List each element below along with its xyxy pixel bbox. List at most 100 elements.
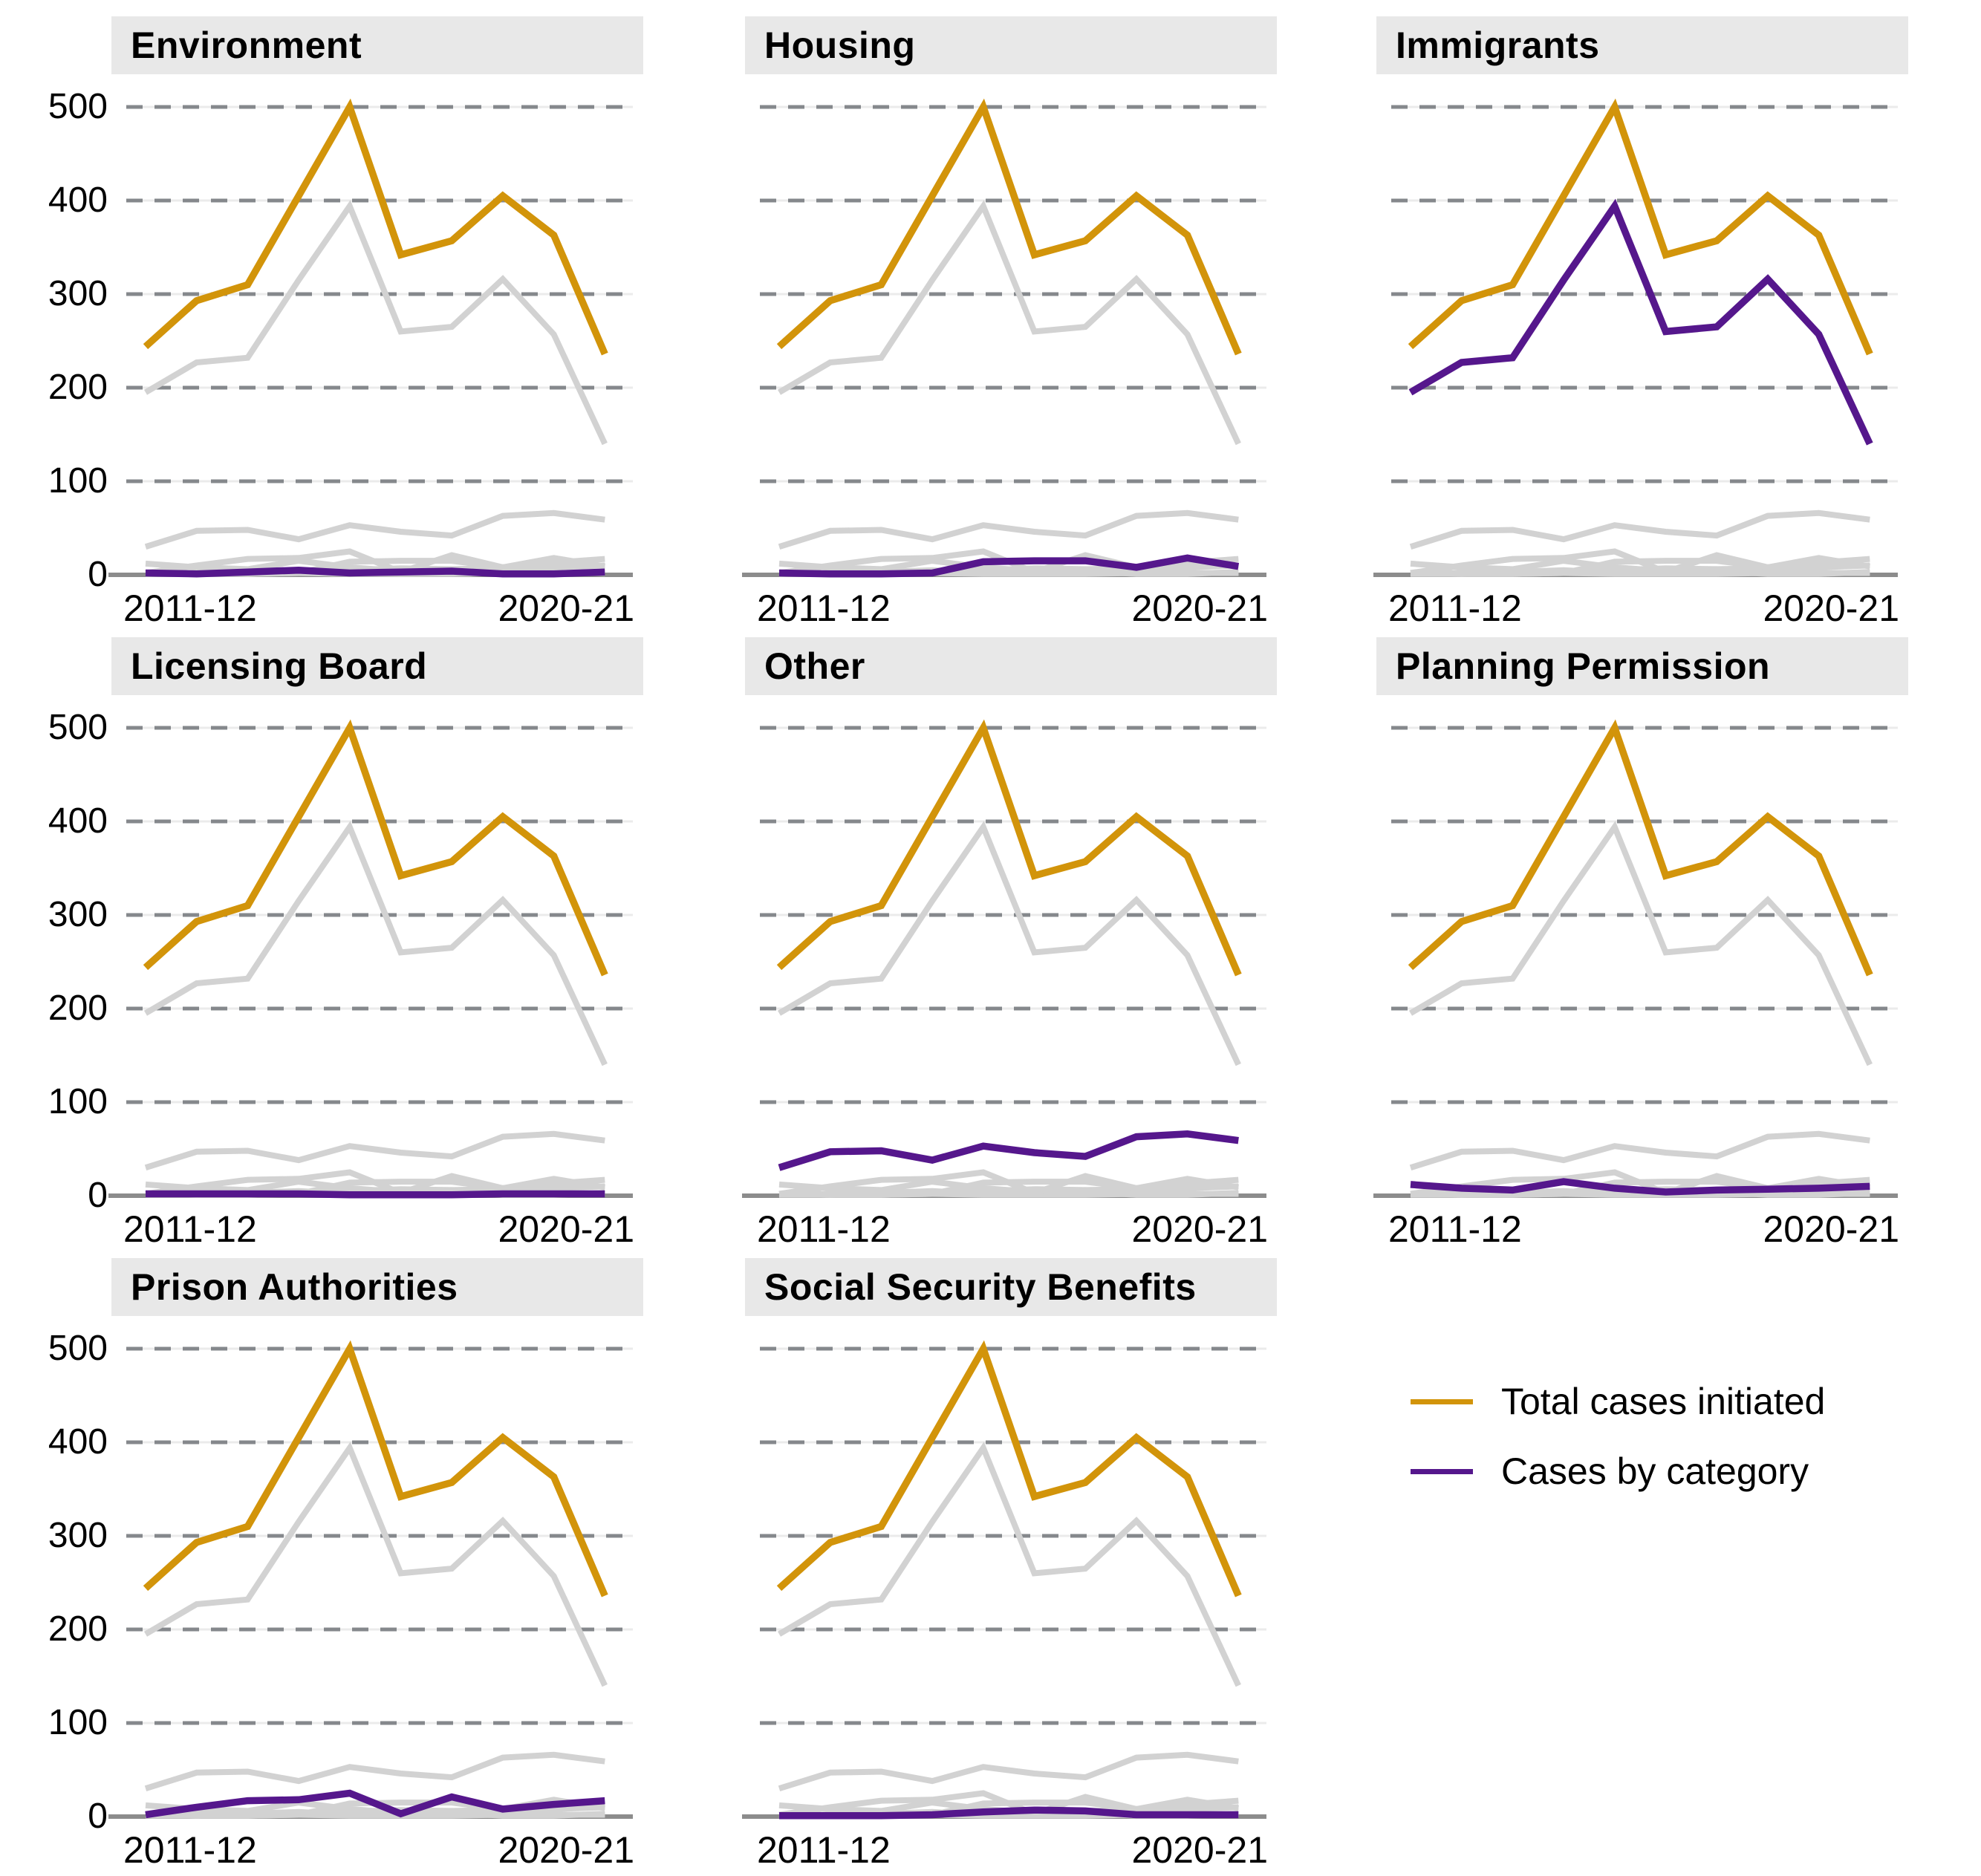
facet-title-bar: Housing <box>745 16 1277 74</box>
background-line-other <box>778 509 1239 550</box>
facet-title: Housing <box>764 25 916 66</box>
plot-svg-other: 2011-12 2020-21 <box>742 719 1269 1250</box>
x-axis-label-end: 2020-21 <box>498 1829 635 1871</box>
y-axis-tick-label: 300 <box>48 1516 108 1555</box>
x-axis-label-end: 2020-21 <box>1132 587 1269 629</box>
y-axis-tick-label: 400 <box>48 180 108 220</box>
x-axis-label-start: 2011-12 <box>757 1208 891 1250</box>
background-line-other <box>778 1751 1239 1792</box>
y-axis-tick-label: 0 <box>88 555 108 594</box>
category-line-licensing-board <box>146 1190 605 1199</box>
facet-title: Immigrants <box>1396 25 1600 66</box>
background-line-other <box>144 509 605 550</box>
facet-title-bar: Prison Authorities <box>111 1258 643 1316</box>
background-line-other <box>1409 1130 1870 1171</box>
legend-line-swatch-category <box>1411 1468 1473 1474</box>
background-line-social-security-benefits <box>779 1186 1239 1198</box>
background-line-immigrants <box>777 200 1241 446</box>
y-axis-tick-label: 500 <box>48 87 108 126</box>
x-axis-label-end: 2020-21 <box>1132 1829 1269 1871</box>
background-line-prison-authorities <box>778 1169 1239 1197</box>
background-line-social-security-benefits <box>146 1807 605 1819</box>
total-cases-line <box>776 719 1242 977</box>
total-cases-line <box>776 1340 1242 1597</box>
plot-svg-planning-permission: 2011-12 2020-21 <box>1373 719 1900 1250</box>
x-axis-label-start: 2011-12 <box>1388 587 1522 629</box>
legend: Total cases initiated Cases by category <box>1411 1380 1825 1493</box>
y-axis-tick-label: 500 <box>48 708 108 747</box>
background-line-prison-authorities <box>1410 548 1870 576</box>
background-line-other <box>1409 509 1870 550</box>
background-line-prison-authorities <box>778 1790 1239 1818</box>
y-axis-tick-label: 0 <box>88 1176 108 1215</box>
y-axis-tick-label: 100 <box>48 1082 108 1121</box>
x-axis-label-start: 2011-12 <box>123 1829 257 1871</box>
legend-label-total: Total cases initiated <box>1501 1381 1826 1422</box>
y-axis-tick-label: 400 <box>48 1422 108 1462</box>
x-axis-label-start: 2011-12 <box>1388 1208 1522 1250</box>
x-axis-label-start: 2011-12 <box>757 1829 891 1871</box>
plot-svg-housing: 2011-12 2020-21 <box>742 98 1269 629</box>
background-line-social-security-benefits <box>1411 565 1870 577</box>
total-cases-line <box>143 98 608 356</box>
category-line-planning-permission <box>1410 1178 1870 1196</box>
y-axis-tick-label: 400 <box>48 801 108 841</box>
facet-title: Environment <box>131 25 362 66</box>
y-axis-tick-label: 300 <box>48 274 108 313</box>
facet-title-bar: Environment <box>111 16 643 74</box>
facet-title-bar: Other <box>745 637 1277 695</box>
legend-item-total-cases: Total cases initiated <box>1411 1380 1825 1423</box>
plot-svg-prison-authorities: 2011-12 2020-21 <box>108 1340 635 1871</box>
background-line-immigrants <box>777 821 1241 1066</box>
facet-title-bar: Planning Permission <box>1376 637 1908 695</box>
y-axis-tick-label: 500 <box>48 1329 108 1368</box>
background-line-immigrants <box>1408 821 1873 1066</box>
total-cases-line <box>143 719 608 977</box>
background-line-prison-authorities <box>145 548 605 576</box>
facet-title-bar: Social Security Benefits <box>745 1258 1277 1316</box>
x-axis-label-end: 2020-21 <box>498 1208 635 1250</box>
y-axis-tick-label: 0 <box>88 1797 108 1836</box>
facet-title: Other <box>764 645 865 687</box>
x-axis-label-start: 2011-12 <box>757 587 891 629</box>
legend-line-swatch-total <box>1411 1398 1473 1404</box>
x-axis-label-end: 2020-21 <box>1763 587 1900 629</box>
total-cases-line <box>1408 719 1873 977</box>
total-cases-line <box>1408 98 1873 356</box>
background-line-immigrants <box>777 1442 1241 1687</box>
plot-svg-environment: 2011-12 2020-21 <box>108 98 635 629</box>
category-line-housing <box>778 554 1240 578</box>
background-line-other <box>144 1751 605 1792</box>
facet-title: Licensing Board <box>131 645 428 687</box>
x-axis-label-end: 2020-21 <box>1763 1208 1900 1250</box>
category-line-social-security-benefits <box>779 1806 1239 1820</box>
facet-title-bar: Immigrants <box>1376 16 1908 74</box>
legend-item-cases-by-category: Cases by category <box>1411 1450 1825 1493</box>
plot-svg-licensing-board: 2011-12 2020-21 <box>108 719 635 1250</box>
plot-svg-social-security-benefits: 2011-12 2020-21 <box>742 1340 1269 1871</box>
category-line-environment <box>145 566 605 578</box>
background-line-immigrants <box>143 821 608 1066</box>
y-axis-tick-label: 300 <box>48 895 108 934</box>
x-axis-label-start: 2011-12 <box>123 587 257 629</box>
y-axis-tick-label: 100 <box>48 461 108 501</box>
y-axis-tick-label: 100 <box>48 1703 108 1742</box>
total-cases-line <box>776 98 1242 356</box>
facet-title: Prison Authorities <box>131 1266 458 1308</box>
background-line-immigrants <box>143 200 608 446</box>
y-axis-tick-label: 200 <box>48 989 108 1028</box>
x-axis-label-end: 2020-21 <box>498 587 635 629</box>
category-line-prison-authorities <box>145 1789 605 1819</box>
plot-svg-immigrants: 2011-12 2020-21 <box>1373 98 1900 629</box>
y-axis-tick-label: 200 <box>48 368 108 407</box>
background-line-other <box>144 1130 605 1171</box>
x-axis-label-end: 2020-21 <box>1132 1208 1269 1250</box>
